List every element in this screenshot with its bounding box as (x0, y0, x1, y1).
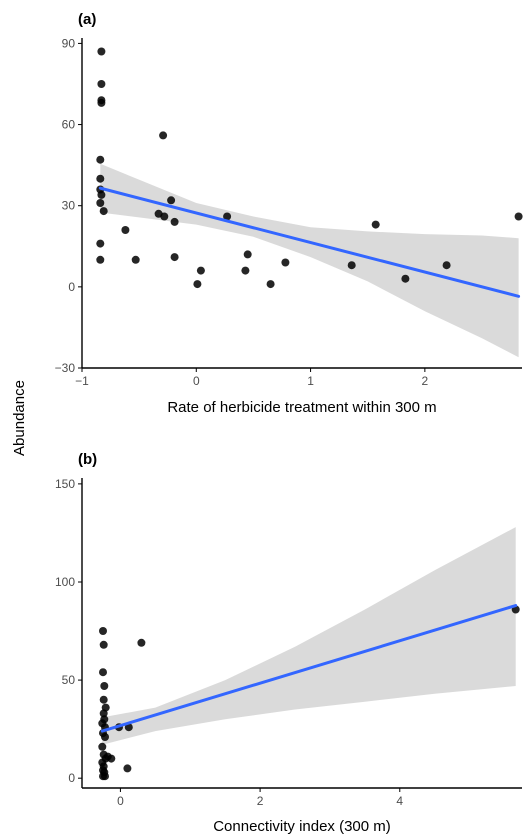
data-point (96, 255, 105, 264)
data-point (98, 742, 107, 751)
data-point (107, 754, 116, 763)
x-axis-label: Rate of herbicide treatment within 300 m (167, 399, 436, 416)
data-point (347, 261, 356, 270)
regression-line (98, 186, 521, 298)
data-point (101, 772, 109, 781)
data-point (97, 47, 106, 56)
data-point (160, 212, 169, 221)
x-tick-label: 0 (117, 794, 124, 808)
data-point (131, 255, 140, 264)
data-point (96, 155, 105, 164)
data-point (121, 226, 130, 234)
panel-tag: (b) (78, 451, 97, 468)
regression-line (100, 604, 518, 733)
data-point (281, 258, 290, 267)
data-point (170, 217, 179, 226)
x-tick-label: 2 (257, 794, 264, 808)
data-point (170, 253, 179, 262)
data-point (96, 174, 105, 183)
data-point (96, 199, 105, 207)
x-axis-label: Connectivity index (300 m) (213, 818, 391, 835)
confidence-band (100, 163, 519, 358)
data-point (196, 266, 205, 275)
data-point (223, 212, 232, 221)
y-tick-label: 100 (55, 575, 75, 589)
x-tick-label: 4 (396, 794, 403, 808)
data-point (99, 627, 107, 635)
confidence-band (102, 527, 516, 745)
data-point (99, 640, 108, 649)
data-point (123, 764, 132, 773)
y-tick-label: 50 (62, 673, 76, 687)
data-point (371, 220, 380, 229)
panel-a: −30 0 30 60 90 −1 0 1 2 Rate of herbicide treatme… (55, 11, 523, 416)
y-tick-label: 90 (62, 36, 76, 50)
data-point (99, 709, 108, 718)
data-point (401, 274, 410, 283)
y-tick-label: 0 (68, 771, 75, 785)
data-point (96, 239, 105, 248)
x-tick-label: −1 (75, 374, 89, 388)
x-tick-label: 2 (422, 374, 429, 388)
y-tick-label: 150 (55, 477, 75, 491)
data-point (97, 80, 106, 88)
data-point (99, 207, 108, 216)
x-tick-label: 0 (193, 374, 200, 388)
data-point (167, 196, 176, 205)
data-point (442, 261, 451, 270)
data-point (243, 250, 252, 259)
panel-b: 0 50 100 150 0 2 4 Connectivity index (300 m) (b… (55, 451, 522, 835)
y-tick-label: 60 (62, 118, 76, 132)
data-point (100, 682, 109, 690)
data-point (241, 266, 250, 275)
data-point (159, 131, 168, 140)
data-point (193, 280, 202, 289)
y-tick-label: −30 (55, 361, 76, 375)
data-point (266, 280, 275, 289)
y-tick-label: 0 (68, 280, 75, 294)
data-point (97, 98, 106, 107)
panel-tag: (a) (78, 11, 96, 28)
data-point (99, 668, 107, 677)
data-point (101, 733, 109, 741)
y-axis-label: Abundance (11, 380, 28, 456)
y-tick-label: 30 (62, 199, 76, 213)
data-point (99, 695, 108, 704)
x-tick-label: 1 (307, 374, 314, 388)
data-point (97, 190, 106, 199)
data-point (514, 212, 523, 221)
data-point (137, 638, 146, 647)
